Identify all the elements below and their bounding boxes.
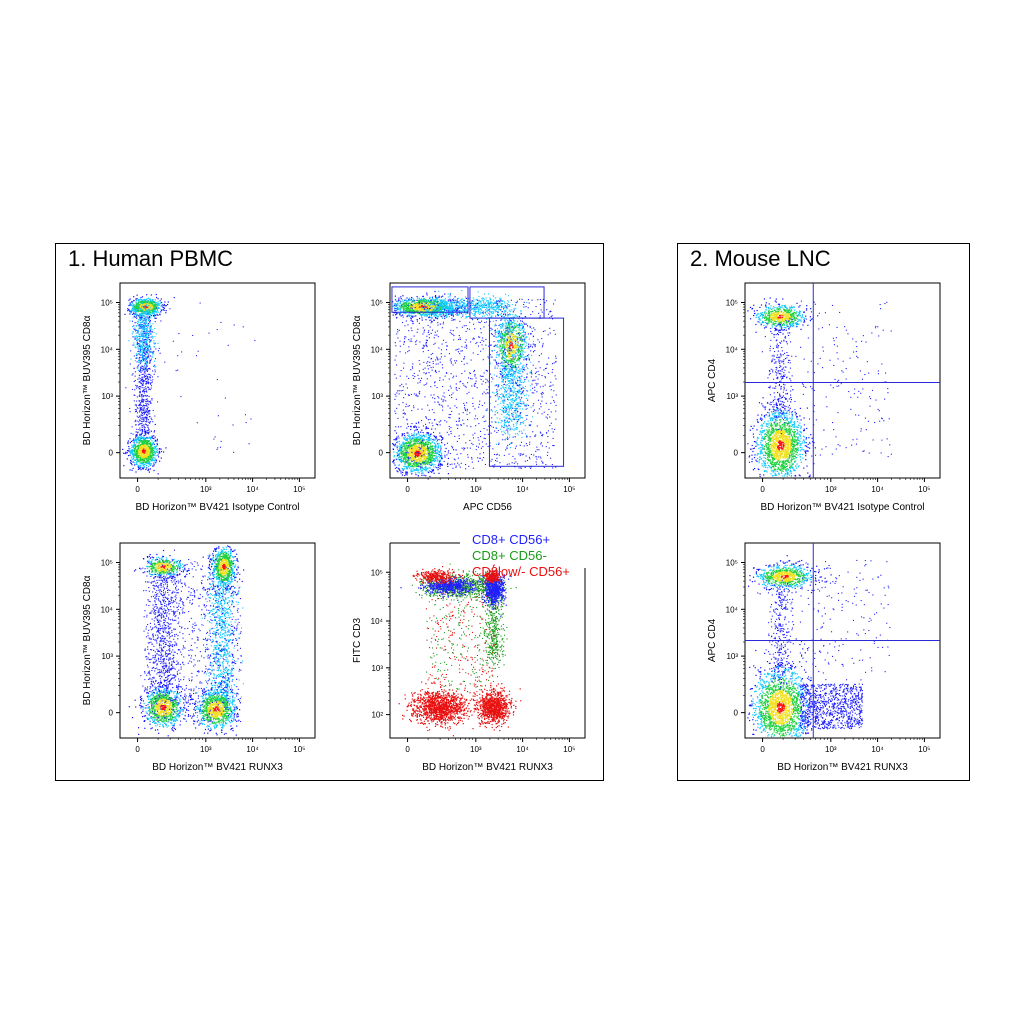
y-axis-label: BD Horizon™ BUV395 CD8α — [352, 315, 363, 445]
x-tick-label: 0 — [760, 745, 765, 754]
y-tick-label: 10³ — [726, 392, 738, 401]
quadrant-gate — [745, 283, 940, 478]
y-axis-label: BD Horizon™ BUV395 CD8α — [82, 575, 93, 705]
x-tick-label: 10⁵ — [293, 485, 305, 494]
y-tick-label: 0 — [734, 709, 739, 718]
y-tick-label: 10³ — [371, 664, 383, 673]
x-tick-label: 10⁵ — [563, 485, 575, 494]
plot-1c: 0 10³ 10⁴ 10⁵ 0 10³ 10⁴ 10⁵ BD Horizon™ BV421 RU… — [82, 542, 316, 773]
x-axis-label: APC CD56 — [463, 502, 512, 513]
y-axis: 0 10³ 10⁴ 10⁵ — [101, 299, 120, 458]
y-tick-label: 0 — [734, 449, 739, 458]
x-tick-label: 0 — [760, 485, 765, 494]
gate-rect — [488, 317, 565, 467]
y-tick-label: 10⁴ — [101, 605, 114, 614]
y-axis: 0 10³ 10⁴ 10⁵ — [726, 299, 745, 458]
y-tick-label: 10⁵ — [371, 299, 383, 308]
x-tick-label: 10⁴ — [246, 485, 259, 494]
y-tick-label: 10⁵ — [726, 559, 738, 568]
x-tick-label: 10⁵ — [293, 745, 305, 754]
y-tick-label: 10⁵ — [101, 559, 113, 568]
gates — [391, 286, 565, 467]
y-axis-label: FITC CD3 — [352, 618, 363, 663]
plot-1d: 0 10³ 10⁴ 10⁵ 10² 10³ 10⁴ 10⁵ BD Horizon™ BV421 … — [352, 532, 586, 773]
legend: CD8+ CD56+CD8+ CD56-CD8low/- CD56+ — [472, 532, 570, 579]
plot-frame — [744, 282, 941, 479]
y-tick-label: 10⁵ — [726, 299, 738, 308]
y-axis-label: BD Horizon™ BUV395 CD8α — [82, 315, 93, 445]
x-axis-label: BD Horizon™ BV421 RUNX3 — [777, 762, 908, 773]
x-axis: 0 10³ 10⁴ 10⁵ — [760, 738, 931, 754]
x-tick-label: 10⁵ — [918, 745, 930, 754]
data-points — [747, 555, 891, 738]
data-points — [747, 297, 892, 478]
x-axis-label: BD Horizon™ BV421 RUNX3 — [152, 762, 283, 773]
y-tick-label: 10⁵ — [101, 299, 113, 308]
gate-rect — [391, 286, 469, 313]
y-axis-label: APC CD4 — [707, 358, 718, 402]
plot-1a: 0 10³ 10⁴ 10⁵ 0 10³ 10⁴ 10⁵ BD Horizon™ BV421 Is… — [82, 282, 316, 513]
data-points — [398, 563, 522, 737]
y-tick-label: 10⁴ — [101, 345, 114, 354]
x-tick-label: 10³ — [200, 485, 212, 494]
y-axis-label: APC CD4 — [707, 618, 718, 662]
x-axis: 0 10³ 10⁴ 10⁵ — [135, 738, 306, 754]
plot-1b: 0 10³ 10⁴ 10⁵ 0 10³ 10⁴ 10⁵ APC CD56 BD Horizon™ … — [352, 282, 586, 513]
legend-entry: CD8low/- CD56+ — [472, 564, 570, 579]
x-tick-label: 10⁵ — [918, 485, 930, 494]
data-points — [122, 293, 256, 475]
x-axis: 0 10³ 10⁴ 10⁵ — [135, 478, 306, 494]
y-axis: 0 10³ 10⁴ 10⁵ — [726, 559, 745, 718]
x-tick-label: 10⁴ — [871, 485, 884, 494]
plot-frame — [119, 282, 316, 479]
plot-frame — [389, 282, 586, 479]
x-axis: 0 10³ 10⁴ 10⁵ — [760, 478, 931, 494]
x-tick-label: 10³ — [825, 485, 837, 494]
y-tick-label: 10³ — [371, 392, 383, 401]
panel-title-human-pbmc: 1. Human PBMC — [68, 246, 233, 272]
y-tick-label: 10⁴ — [726, 345, 739, 354]
x-axis-label: BD Horizon™ BV421 RUNX3 — [422, 762, 553, 773]
y-tick-label: 0 — [109, 449, 114, 458]
x-tick-label: 10⁵ — [563, 745, 575, 754]
y-axis: 0 10³ 10⁴ 10⁵ — [101, 559, 120, 718]
y-tick-label: 0 — [109, 709, 114, 718]
y-tick-label: 10² — [371, 711, 383, 720]
x-axis: 0 10³ 10⁴ 10⁵ — [405, 478, 576, 494]
x-tick-label: 10⁴ — [516, 745, 529, 754]
y-axis: 10² 10³ 10⁴ 10⁵ — [371, 568, 390, 720]
x-tick-label: 10³ — [825, 745, 837, 754]
y-tick-label: 10³ — [726, 652, 738, 661]
x-tick-label: 10⁴ — [871, 745, 884, 754]
x-tick-label: 10³ — [470, 485, 482, 494]
legend-entry: CD8+ CD56+ — [472, 532, 550, 547]
plot-2b: 0 10³ 10⁴ 10⁵ 0 10³ 10⁴ 10⁵ BD Horizon™ BV421 RU… — [707, 542, 941, 773]
x-axis: 0 10³ 10⁴ 10⁵ — [405, 738, 576, 754]
x-tick-label: 10⁴ — [516, 485, 529, 494]
x-tick-label: 0 — [405, 485, 410, 494]
y-tick-label: 0 — [379, 449, 384, 458]
y-tick-label: 10³ — [101, 392, 113, 401]
quadrant-gate — [745, 543, 940, 738]
panel-title-mouse-lnc: 2. Mouse LNC — [690, 246, 831, 272]
y-tick-label: 10⁴ — [371, 617, 384, 626]
x-tick-label: 0 — [135, 745, 140, 754]
y-tick-label: 10⁴ — [726, 605, 739, 614]
y-tick-label: 10⁵ — [371, 568, 383, 577]
y-tick-label: 10⁴ — [371, 345, 384, 354]
panel-mouse-lnc — [677, 243, 970, 781]
y-axis: 0 10³ 10⁴ 10⁵ — [371, 299, 390, 458]
x-tick-label: 10⁴ — [246, 745, 259, 754]
x-tick-label: 10³ — [200, 745, 212, 754]
plot-frame — [119, 542, 316, 739]
y-tick-label: 10³ — [101, 652, 113, 661]
x-axis-label: BD Horizon™ BV421 Isotype Control — [136, 502, 300, 513]
data-points — [128, 545, 245, 737]
x-tick-label: 0 — [405, 745, 410, 754]
x-tick-label: 10³ — [470, 745, 482, 754]
x-tick-label: 0 — [135, 485, 140, 494]
legend-entry: CD8+ CD56- — [472, 548, 547, 563]
x-axis-label: BD Horizon™ BV421 Isotype Control — [761, 502, 925, 513]
plot-2a: 0 10³ 10⁴ 10⁵ 0 10³ 10⁴ 10⁵ BD Horizon™ BV421 Is… — [707, 282, 941, 513]
